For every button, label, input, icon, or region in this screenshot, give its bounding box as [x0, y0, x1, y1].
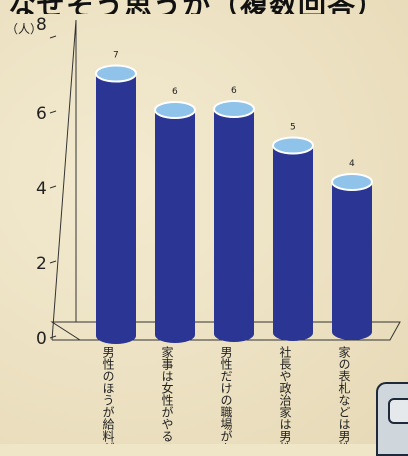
bar-base [332, 324, 372, 340]
category-label: 家の表札などは男性の名前だから [337, 346, 350, 444]
y-axis-unit: （人） [6, 22, 43, 36]
chart-title: なぜそう思うか（複数回答） [8, 0, 385, 14]
y-tick-label: 8 [36, 15, 47, 35]
bar [332, 182, 372, 332]
category-label: 家事は女性がやることが多い [160, 346, 173, 444]
y-tick-mark [49, 260, 57, 264]
bar-cap [272, 136, 314, 155]
y-tick-label: 2 [36, 254, 47, 274]
title-strip: なぜそう思うか（複数回答） [0, 0, 408, 14]
y-tick-mark [49, 185, 57, 189]
category-label: 男性のほうが給料が高そう [101, 346, 114, 444]
data-label: 7 [113, 51, 119, 61]
bar-base [214, 326, 254, 342]
bar-base [155, 327, 195, 343]
category-label: 男性だけの職場があるから [219, 346, 232, 444]
bar [214, 109, 254, 334]
bar-chart: 0 2 4 6 8 7 6 6 5 4 [36, 15, 401, 349]
y-tick-mark [49, 110, 57, 114]
y-tick-mark [49, 335, 57, 339]
bar-cap [95, 64, 137, 83]
bar-cap [213, 100, 255, 118]
y-tick-label: 0 [36, 329, 47, 349]
front-axis-line [51, 19, 77, 341]
bar-cap [154, 101, 196, 119]
y-tick-mark [49, 35, 57, 39]
data-label: 6 [172, 87, 178, 97]
y-tick-label: 4 [36, 179, 47, 199]
corner-decoration [376, 382, 408, 456]
bar [155, 110, 195, 335]
data-label: 4 [349, 159, 355, 169]
corner-decoration-inner [388, 398, 408, 424]
bar [273, 145, 313, 333]
data-label: 5 [290, 123, 296, 133]
data-label: 6 [231, 86, 237, 96]
bar-base [96, 328, 136, 344]
bar [96, 73, 136, 336]
bar-base [273, 325, 313, 341]
y-tick-label: 6 [36, 104, 47, 124]
bar-cap [331, 173, 373, 191]
category-label: 社長や政治家は男性が多いから [278, 346, 291, 444]
